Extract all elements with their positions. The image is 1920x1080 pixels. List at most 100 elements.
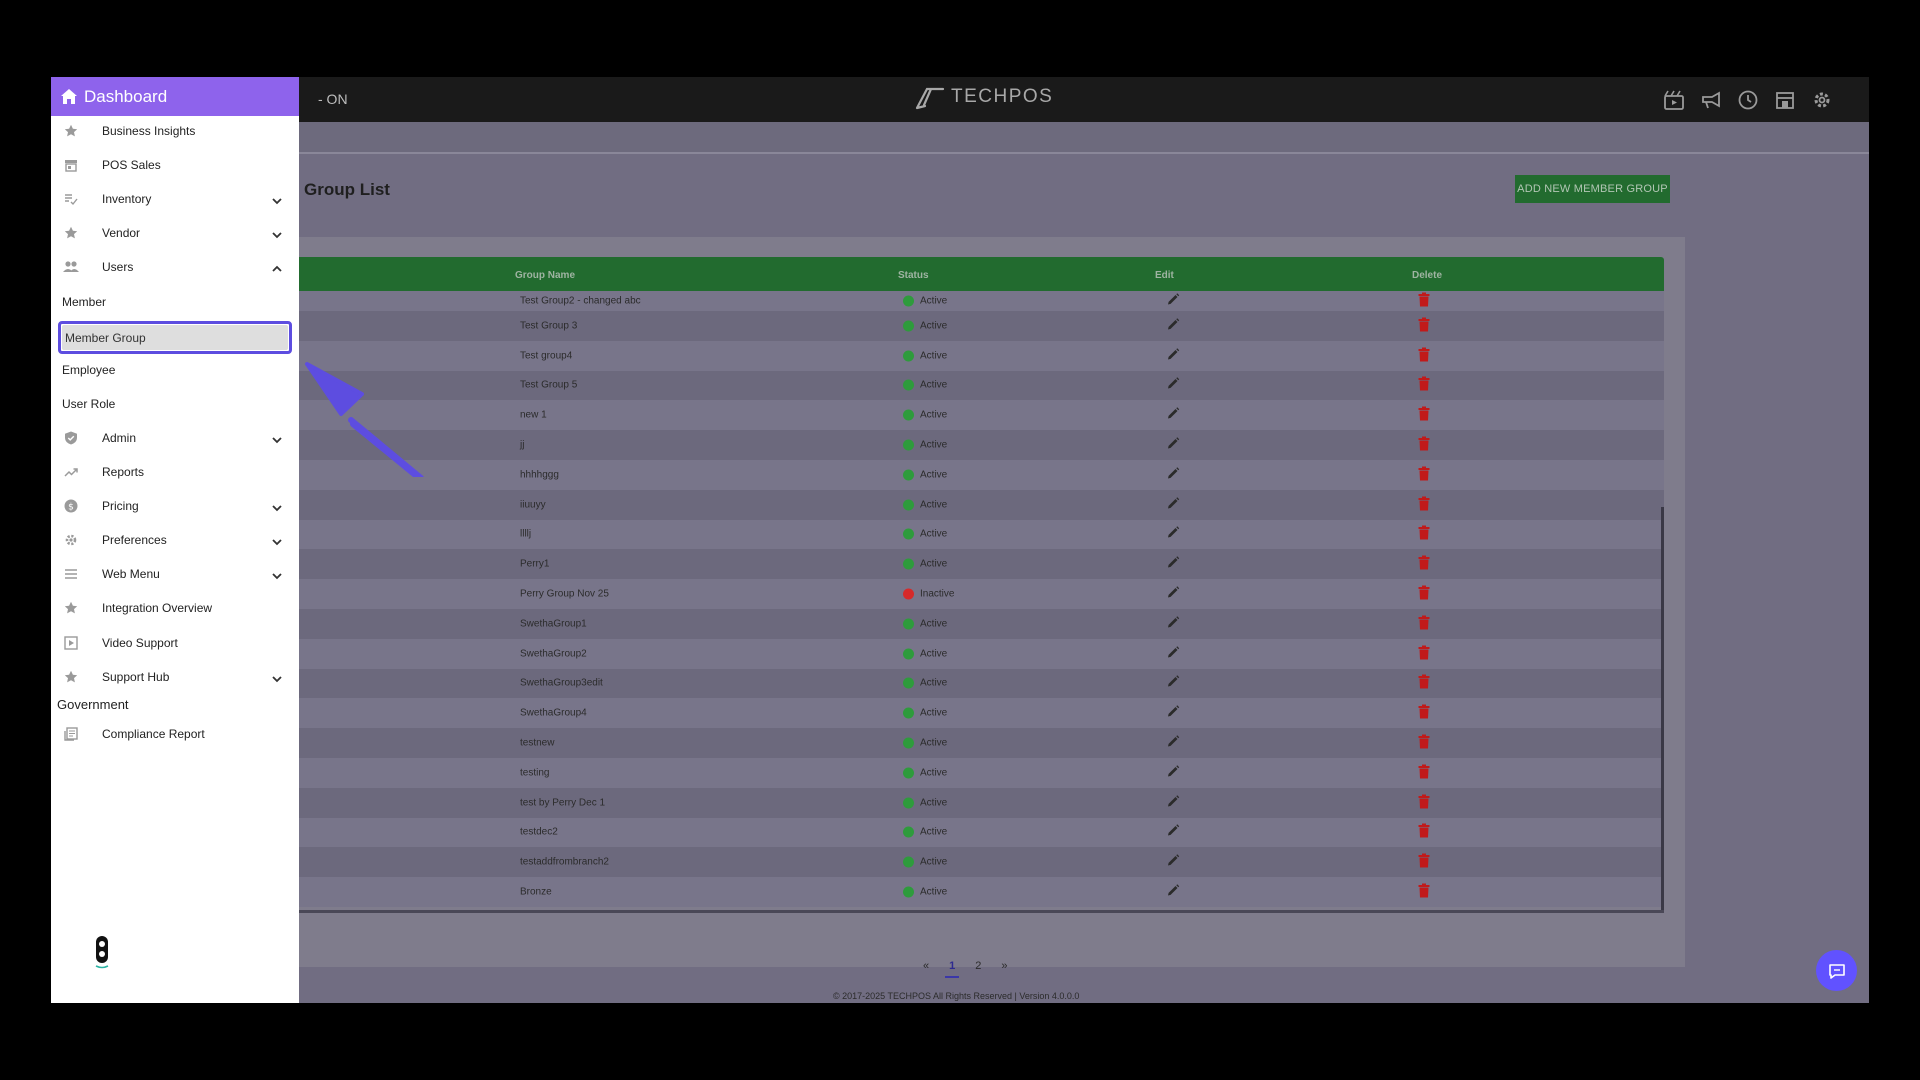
sidebar-item-support-hub[interactable]: Support Hub	[51, 662, 299, 692]
delete-button[interactable]	[1418, 883, 1430, 901]
video-icon[interactable]	[1662, 88, 1685, 111]
header-group-name[interactable]: Group Name	[515, 270, 576, 281]
chevron-down-icon[interactable]	[272, 569, 282, 583]
edit-button[interactable]	[1166, 615, 1180, 632]
edit-button[interactable]	[1166, 293, 1180, 310]
delete-button[interactable]	[1418, 292, 1430, 310]
delete-button[interactable]	[1418, 674, 1430, 692]
sidebar-item-business-insights[interactable]: Business Insights	[51, 116, 299, 146]
delete-button[interactable]	[1418, 376, 1430, 394]
gear-icon[interactable]	[1810, 88, 1833, 111]
delete-button[interactable]	[1418, 525, 1430, 543]
chevron-down-icon[interactable]	[272, 194, 282, 208]
pagination-next[interactable]: »	[1001, 960, 1008, 972]
delete-button[interactable]	[1418, 794, 1430, 811]
sidebar-item-user-role[interactable]: User Role	[51, 389, 299, 419]
delete-button[interactable]	[1418, 466, 1430, 483]
chevron-down-icon[interactable]	[272, 501, 282, 515]
report-icon	[63, 727, 79, 741]
trash-icon	[1418, 764, 1430, 779]
delete-button[interactable]	[1418, 585, 1430, 603]
delete-button[interactable]	[1418, 555, 1430, 573]
sidebar-item-users[interactable]: Users	[51, 252, 299, 282]
chevron-down-icon[interactable]	[272, 535, 282, 549]
chevron-up-icon[interactable]	[272, 262, 282, 276]
edit-button[interactable]	[1166, 526, 1180, 543]
edit-button[interactable]	[1166, 705, 1180, 722]
home-icon	[61, 89, 77, 104]
sidebar-item-reports[interactable]: Reports	[51, 457, 299, 487]
edit-button[interactable]	[1166, 437, 1180, 454]
group-name-cell: SwethaGroup1	[520, 618, 587, 630]
header-status[interactable]: Status	[898, 270, 929, 281]
edit-button[interactable]	[1166, 884, 1180, 901]
pencil-icon	[1168, 854, 1180, 866]
sidebar-item-preferences[interactable]: Preferences	[51, 525, 299, 555]
delete-button[interactable]	[1418, 496, 1430, 513]
pagination-prev[interactable]: «	[923, 960, 930, 972]
edit-button[interactable]	[1166, 466, 1180, 483]
pagination-page-1[interactable]: 1	[945, 960, 960, 978]
delete-button[interactable]	[1418, 823, 1430, 841]
sidebar-item-integration-overview[interactable]: Integration Overview	[51, 593, 299, 623]
pencil-icon	[1168, 407, 1180, 419]
chevron-down-icon[interactable]	[272, 672, 282, 686]
sidebar-item-pricing[interactable]: $ Pricing	[51, 491, 299, 521]
sidebar-item-member[interactable]: Member	[51, 287, 299, 317]
edit-button[interactable]	[1166, 794, 1180, 811]
chevron-down-icon[interactable]	[272, 228, 282, 242]
delete-button[interactable]	[1418, 853, 1430, 871]
add-member-group-button[interactable]: ADD NEW MEMBER GROUP	[1515, 175, 1670, 203]
edit-button[interactable]	[1166, 645, 1180, 662]
edit-button[interactable]	[1166, 586, 1180, 603]
edit-button[interactable]	[1166, 854, 1180, 871]
edit-button[interactable]	[1166, 407, 1180, 424]
delete-button[interactable]	[1418, 764, 1430, 781]
techpos-logo[interactable]: TECHPOS	[913, 83, 1053, 111]
group-name-cell: SwethaGroup4	[520, 707, 587, 719]
pencil-icon	[1168, 586, 1180, 598]
trash-icon	[1418, 347, 1430, 362]
delete-button[interactable]	[1418, 615, 1430, 632]
sidebar-item-admin[interactable]: Admin	[51, 423, 299, 453]
edit-button[interactable]	[1166, 556, 1180, 573]
edit-button[interactable]	[1166, 735, 1180, 752]
sidebar-item-video-support[interactable]: Video Support	[51, 628, 299, 658]
sidebar-item-vendor[interactable]: Vendor	[51, 218, 299, 248]
edit-button[interactable]	[1166, 496, 1180, 513]
sidebar-item-inventory[interactable]: Inventory	[51, 184, 299, 214]
chat-button[interactable]	[1816, 950, 1857, 991]
delete-button[interactable]	[1418, 317, 1430, 334]
table-row: testaddfrombranch2 Active	[51, 847, 1664, 878]
delete-button[interactable]	[1418, 406, 1430, 424]
sidebar-item-member-group[interactable]: Member Group	[58, 321, 292, 354]
delete-button[interactable]	[1418, 436, 1430, 454]
sidebar-header-dashboard[interactable]: Dashboard	[51, 77, 299, 116]
clock-icon[interactable]	[1736, 88, 1759, 111]
status-cell: Active	[903, 558, 947, 570]
sidebar-item-compliance-report[interactable]: Compliance Report	[51, 719, 299, 749]
status-dot-icon	[903, 409, 914, 421]
edit-button[interactable]	[1166, 675, 1180, 692]
sidebar-item-pos-sales[interactable]: POS Sales	[51, 150, 299, 180]
table-scrollbar[interactable]	[1661, 507, 1664, 912]
delete-button[interactable]	[1418, 704, 1430, 722]
pagination-page-2[interactable]: 2	[975, 960, 982, 972]
edit-button[interactable]	[1166, 764, 1180, 781]
trash-icon	[1418, 585, 1430, 600]
status-cell: Active	[903, 826, 947, 838]
delete-button[interactable]	[1418, 734, 1430, 752]
delete-button[interactable]	[1418, 645, 1430, 662]
delete-button[interactable]	[1418, 347, 1430, 364]
sidebar-item-web-menu[interactable]: Web Menu	[51, 559, 299, 589]
edit-button[interactable]	[1166, 824, 1180, 841]
trash-icon	[1418, 555, 1430, 570]
edit-button[interactable]	[1166, 377, 1180, 394]
megaphone-icon[interactable]	[1699, 88, 1722, 111]
chevron-down-icon[interactable]	[272, 433, 282, 447]
edit-button[interactable]	[1166, 347, 1180, 364]
edit-button[interactable]	[1166, 317, 1180, 334]
status-label: Active	[920, 856, 948, 868]
store-icon[interactable]	[1773, 88, 1796, 111]
sidebar-item-employee[interactable]: Employee	[51, 355, 299, 385]
